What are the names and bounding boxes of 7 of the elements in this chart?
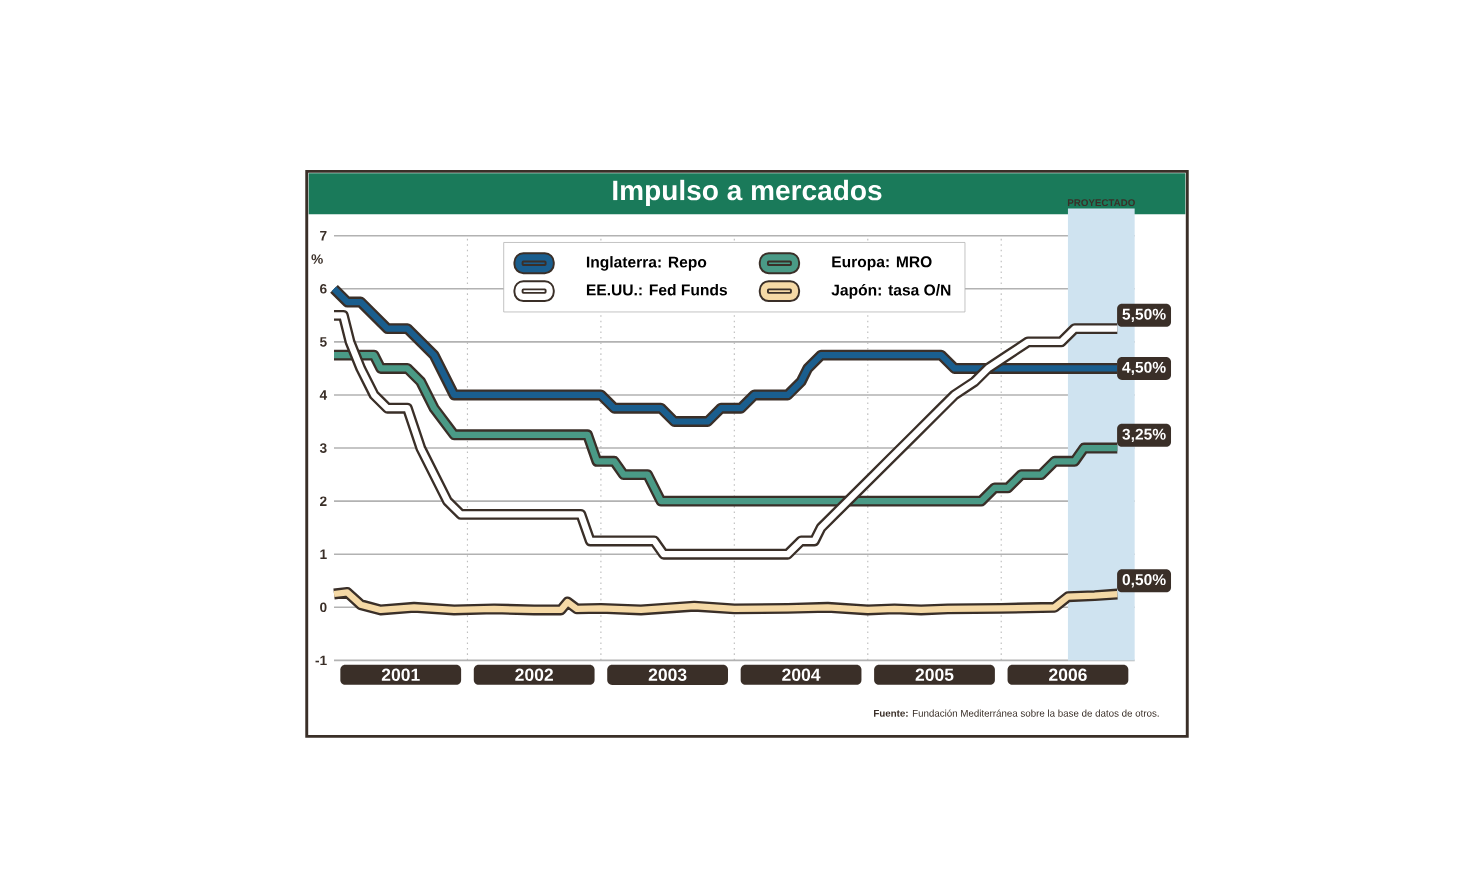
x-tick-label: 2002: [515, 668, 553, 681]
x-tick-label: 2005: [915, 668, 954, 681]
chart-title: Impulso a mercados: [613, 179, 882, 206]
x-tick-label: 2001: [381, 668, 420, 681]
x-tick-label: 2003: [648, 668, 687, 681]
x-tick-label: 2006: [1049, 668, 1087, 681]
x-tick-label: 2004: [782, 668, 821, 681]
